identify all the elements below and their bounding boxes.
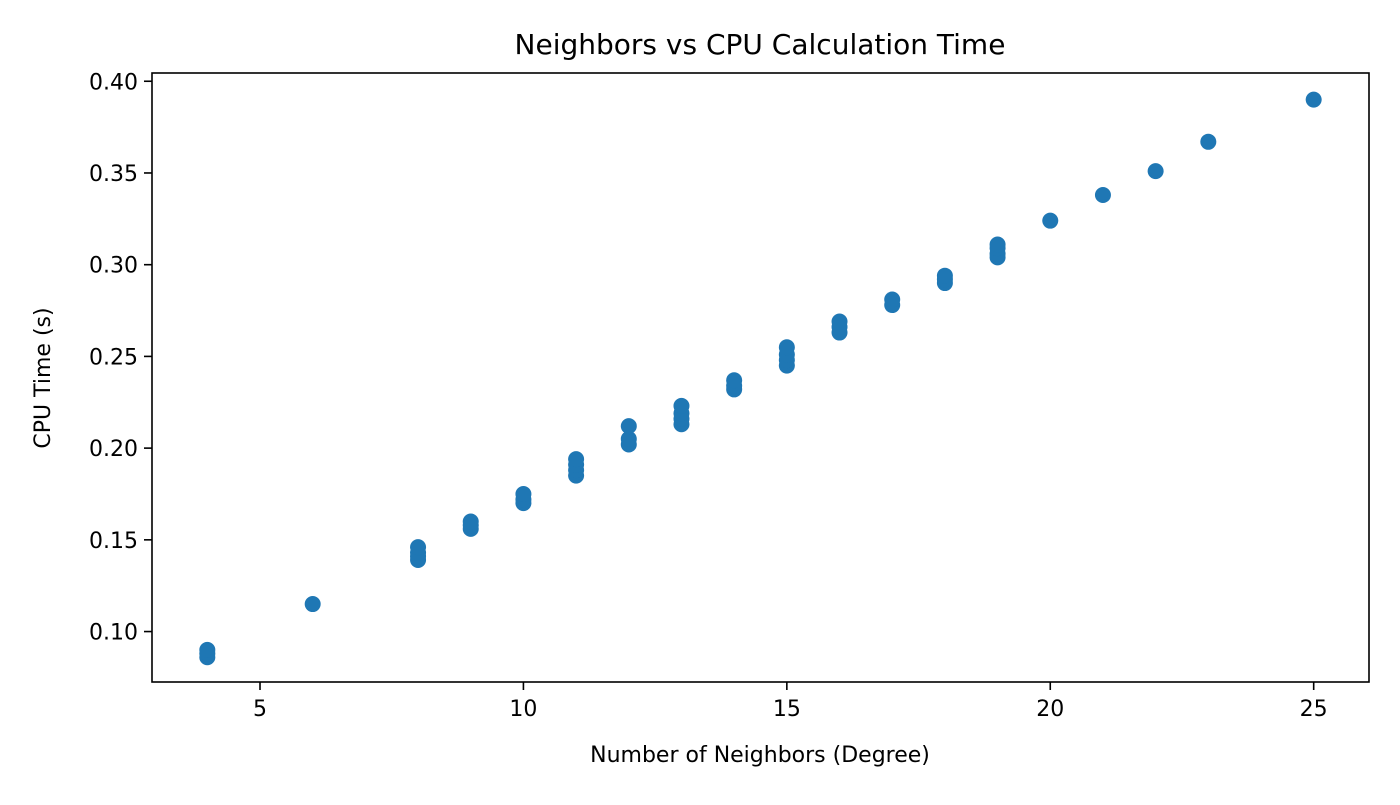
x-axis-ticks: 5 10 15 20 25: [253, 682, 1328, 722]
data-point: [620, 418, 637, 435]
data-point: [1147, 163, 1164, 180]
data-point: [568, 451, 585, 468]
y-tick-label: 0.20: [89, 437, 138, 462]
data-point: [884, 291, 901, 308]
data-point: [936, 267, 953, 284]
data-point: [620, 430, 637, 447]
chart-title: Neighbors vs CPU Calculation Time: [515, 28, 1006, 61]
data-point: [1305, 91, 1322, 108]
x-tick-label: 15: [773, 697, 801, 722]
data-point: [199, 641, 216, 658]
y-tick-label: 0.10: [89, 621, 138, 646]
data-point: [778, 339, 795, 356]
y-tick-label: 0.30: [89, 254, 138, 279]
x-tick-label: 5: [253, 697, 267, 722]
plot-frame: [151, 72, 1370, 683]
data-point: [1042, 212, 1059, 229]
data-point: [410, 539, 427, 556]
y-tick-label: 0.40: [89, 70, 138, 95]
data-point: [462, 513, 479, 530]
y-tick-label: 0.35: [89, 162, 138, 187]
data-point: [1094, 186, 1111, 203]
data-point: [515, 485, 532, 502]
x-tick-label: 10: [509, 697, 537, 722]
data-point: [726, 372, 743, 389]
points-layer: [199, 91, 1322, 666]
y-tick-label: 0.15: [89, 529, 138, 554]
data-point: [831, 313, 848, 330]
data-point: [304, 596, 321, 613]
x-tick-label: 25: [1300, 697, 1328, 722]
y-axis-label: CPU Time (s): [31, 307, 56, 448]
y-axis-ticks: 0.10 0.15 0.20 0.25 0.30 0.35 0.40: [89, 70, 152, 646]
x-tick-label: 20: [1036, 697, 1064, 722]
data-point: [673, 397, 690, 414]
data-point: [989, 236, 1006, 253]
data-point: [1200, 133, 1217, 150]
y-tick-label: 0.25: [89, 345, 138, 370]
x-axis-label: Number of Neighbors (Degree): [590, 743, 930, 768]
